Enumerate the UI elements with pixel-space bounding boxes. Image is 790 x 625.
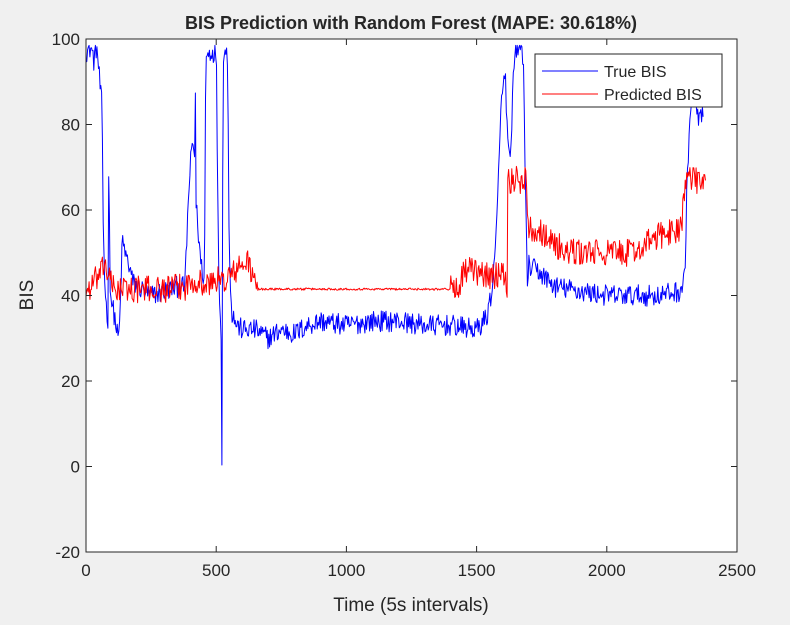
- y-tick-label: 20: [61, 372, 80, 391]
- x-tick-label: 0: [81, 561, 90, 580]
- x-axis-label: Time (5s intervals): [333, 595, 489, 616]
- data-lines: [85, 44, 706, 466]
- legend-label-predicted-bis: Predicted BIS: [604, 87, 702, 104]
- axes-background: [86, 39, 737, 552]
- y-axis-ticks: -20 0 20 40 60 80 100: [52, 30, 737, 562]
- y-tick-label: -20: [55, 543, 80, 562]
- x-tick-label: 2500: [718, 561, 756, 580]
- chart-title: BIS Prediction with Random Forest (MAPE:…: [185, 13, 637, 33]
- y-tick-label: 40: [61, 287, 80, 306]
- y-tick-label: 80: [61, 116, 80, 135]
- y-tick-label: 100: [52, 30, 80, 49]
- legend-box: [534, 53, 723, 108]
- x-tick-label: 1500: [458, 561, 496, 580]
- x-tick-label: 2000: [588, 561, 626, 580]
- legend-label-true-bis: True BIS: [604, 64, 667, 81]
- x-tick-label: 1000: [327, 561, 365, 580]
- series-line-true-bis: [85, 44, 704, 466]
- x-axis-ticks: 0 500 1000 1500 2000 2500: [81, 39, 756, 580]
- series-line-predicted-bis: [85, 165, 706, 304]
- y-tick-label: 0: [71, 458, 80, 477]
- legend: True BIS Predicted BIS: [534, 53, 723, 108]
- y-tick-label: 60: [61, 201, 80, 220]
- y-axis-label: BIS: [17, 280, 38, 311]
- x-tick-label: 500: [202, 561, 230, 580]
